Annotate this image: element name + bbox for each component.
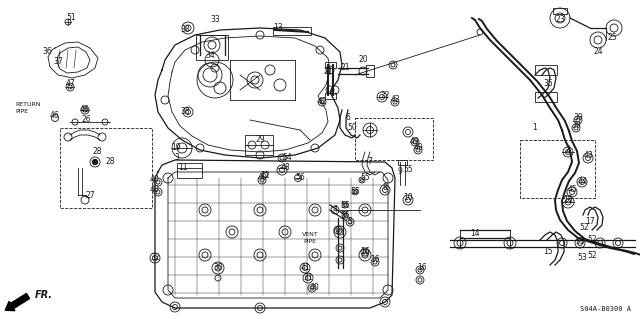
Text: 34: 34 [205,50,215,60]
Circle shape [93,160,97,165]
Text: 16: 16 [417,263,427,272]
Text: 21: 21 [340,63,349,72]
Bar [177,163,202,178]
Text: 15: 15 [543,248,553,256]
Text: 2: 2 [566,145,570,154]
Text: 53: 53 [575,238,585,247]
Bar [60,128,152,208]
Text: 25: 25 [607,33,617,42]
Bar [535,92,557,102]
Text: 38: 38 [180,26,190,34]
Bar [273,27,311,35]
Text: 39: 39 [571,122,581,130]
Text: 51: 51 [66,13,76,23]
Text: 16: 16 [360,248,370,256]
Bar [196,35,228,60]
Text: RETURN
PIPE: RETURN PIPE [15,102,40,114]
Text: 18: 18 [563,196,573,204]
Text: 28: 28 [92,147,102,157]
Text: 43: 43 [583,151,593,160]
Text: 39: 39 [573,114,583,122]
Bar [245,135,273,155]
Text: 10: 10 [403,194,413,203]
Text: 55: 55 [340,211,350,219]
Text: 24: 24 [593,48,603,56]
Text: FR.: FR. [35,290,53,300]
Text: 42: 42 [317,98,327,107]
Text: 40: 40 [150,175,160,184]
Text: 40: 40 [150,186,160,195]
Text: 52: 52 [587,235,597,244]
Text: 52: 52 [587,250,597,259]
Text: 27: 27 [85,190,95,199]
Bar [520,140,595,198]
Text: 5: 5 [348,218,353,226]
Text: 11: 11 [179,164,188,173]
Text: 22: 22 [380,91,390,100]
Text: 35: 35 [543,78,553,87]
Text: 37: 37 [53,57,63,66]
Text: 49: 49 [413,144,423,152]
Text: 54: 54 [282,153,292,162]
Text: 42: 42 [390,95,400,105]
Text: 9: 9 [397,167,403,176]
Text: 13: 13 [273,24,283,33]
Text: 55: 55 [340,201,350,210]
Bar [553,8,567,14]
Text: 48: 48 [280,164,290,173]
Text: 17: 17 [585,218,595,226]
Bar [355,118,433,160]
Text: 55: 55 [403,166,413,174]
Text: 20: 20 [358,56,368,64]
Text: VENT
PIPE: VENT PIPE [301,233,318,244]
Text: 21: 21 [323,68,333,77]
Text: 16: 16 [370,256,380,264]
Text: 26: 26 [81,115,91,124]
Bar [398,160,407,165]
Text: 55: 55 [360,174,370,182]
Text: 49: 49 [410,137,420,146]
Bar [535,65,557,75]
Text: 40: 40 [257,174,267,182]
Text: 4: 4 [333,205,337,214]
Text: 29: 29 [255,136,265,145]
Text: S04A-B0300 A: S04A-B0300 A [579,306,630,312]
Bar [325,93,336,99]
Text: 33: 33 [210,16,220,25]
Text: 8: 8 [383,183,387,192]
Text: 31: 31 [303,273,313,283]
Text: 36: 36 [42,48,52,56]
Text: 44: 44 [577,177,587,187]
Text: 7: 7 [367,158,372,167]
Bar [366,65,374,77]
Text: 41: 41 [300,263,310,272]
Text: 1: 1 [532,123,538,132]
Text: 6: 6 [346,114,351,122]
Text: 32: 32 [150,254,160,263]
Text: 28: 28 [105,158,115,167]
Text: 53: 53 [577,254,587,263]
Text: 50: 50 [347,123,357,132]
Bar [325,62,336,68]
Text: 12: 12 [260,170,269,180]
Text: 19: 19 [171,144,181,152]
Text: 56: 56 [295,174,305,182]
Text: 55: 55 [350,188,360,197]
Text: 47: 47 [66,78,76,87]
Text: 46: 46 [80,106,90,115]
Text: 52: 52 [579,224,589,233]
Text: 46: 46 [50,112,60,121]
Text: 3: 3 [175,153,179,162]
Text: 30: 30 [213,263,223,272]
Text: 23: 23 [555,16,565,25]
Text: 40: 40 [310,284,320,293]
FancyArrow shape [5,293,29,311]
Text: 45: 45 [567,186,577,195]
Text: 14: 14 [470,229,480,239]
Text: 38: 38 [180,108,190,116]
